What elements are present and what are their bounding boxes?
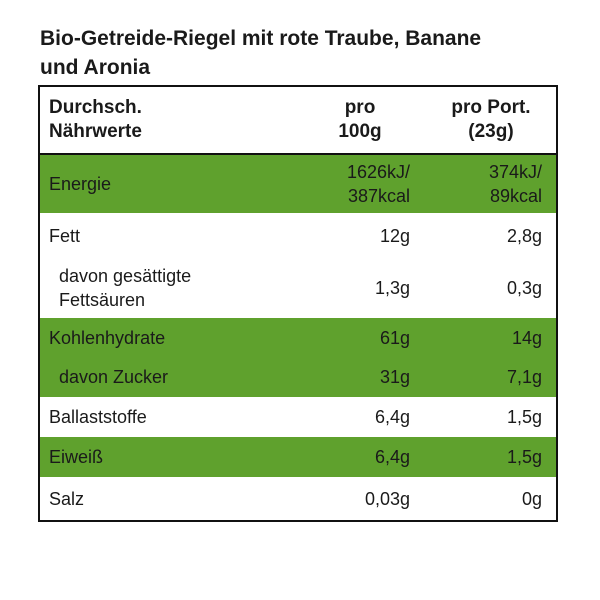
nutrient-value: 0,3g (506, 278, 542, 298)
nutrient-value: 0,03g (364, 488, 410, 509)
nutrient-label: Fett (49, 225, 81, 246)
nutrient-value: 1,3g (374, 278, 410, 298)
nutrient-value: 14g (511, 327, 542, 348)
nutrition-table: Durchsch. Nährwerte pro 100g pro Port. (… (38, 85, 558, 522)
table-row: davon Zucker 31g 7,1g (40, 357, 556, 397)
header-row: Durchsch. Nährwerte pro 100g pro Port. (… (40, 87, 556, 155)
nutrient-value: 61g (379, 327, 410, 348)
nutrient-value: 12g (379, 225, 410, 246)
nutrient-value: 7,1g (506, 367, 542, 387)
nutrient-value: 31g (379, 367, 410, 387)
nutrient-label: Eiweiß (49, 447, 104, 467)
table-row: Ballaststoffe 6,4g 1,5g (40, 397, 556, 437)
nutrient-label: Ballaststoffe (49, 407, 147, 427)
table-row: Eiweiß 6,4g 1,5g (40, 437, 556, 477)
nutrient-value: 0g (521, 488, 542, 509)
nutrient-label: Salz (49, 488, 85, 509)
nutrient-value: 6,4g (374, 407, 410, 427)
nutrient-value: 374kJ/ 89kcal (488, 162, 542, 206)
nutrient-value: 1,5g (506, 407, 542, 427)
header-cell: pro 100g (338, 97, 382, 142)
table-row: Energie 1626kJ/ 387kcal 374kJ/ 89kcal (40, 155, 556, 213)
nutrient-label: Kohlenhydrate (49, 327, 166, 348)
nutrient-label: davon Zucker (59, 367, 169, 387)
product-title: Bio-Getreide-Riegel mit rote Traube, Ban… (40, 27, 482, 79)
table-row: Fett 12g 2,8g (40, 213, 556, 258)
nutrient-value: 2,8g (506, 225, 542, 246)
nutrient-label: Energie (49, 174, 112, 194)
table-row: davon gesättigte Fettsäuren 1,3g 0,3g (40, 258, 556, 318)
nutrient-value: 1,5g (506, 447, 542, 467)
header-cell: Durchsch. Nährwerte (49, 97, 142, 142)
nutrient-value: 6,4g (374, 447, 410, 467)
nutrient-value: 1626kJ/ 387kcal (346, 162, 410, 206)
header-cell: pro Port. (23g) (451, 97, 531, 142)
table-row: Kohlenhydrate 61g 14g (40, 318, 556, 357)
table-row: Salz 0,03g 0g (40, 477, 556, 520)
nutrient-label: davon gesättigte Fettsäuren (59, 266, 192, 310)
